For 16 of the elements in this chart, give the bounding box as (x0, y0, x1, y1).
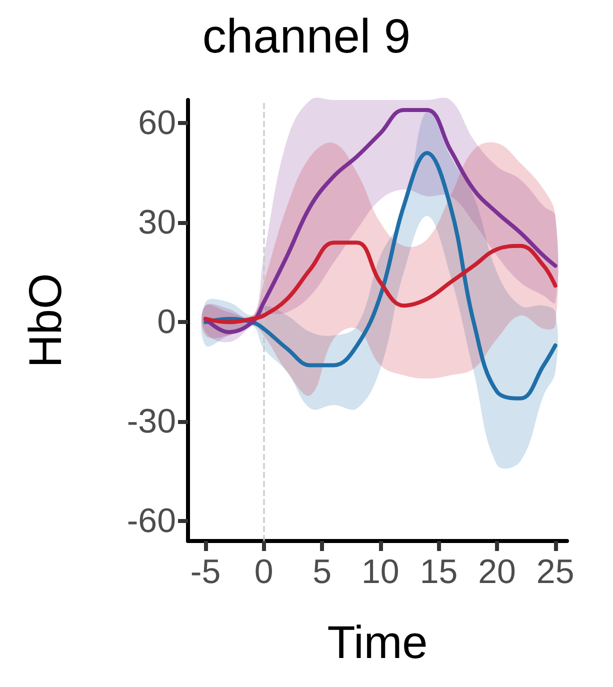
x-tick-label: 10 (362, 553, 400, 591)
line-series (203, 240, 558, 324)
x-tick-label: 5 (312, 553, 332, 591)
chart-title: channel 9 (202, 10, 411, 64)
x-tick-label: 15 (420, 553, 458, 591)
y-tick-label: -60 (126, 502, 176, 540)
y-tick-label: 30 (138, 204, 176, 242)
x-tick-label: -5 (190, 553, 221, 591)
y-tick-label: 60 (138, 104, 176, 142)
y-tick-label: 0 (157, 303, 176, 342)
x-tick-label: 0 (254, 553, 274, 591)
x-tick-label: 20 (478, 553, 516, 591)
y-axis-title: HbO (19, 273, 71, 368)
x-tick-label: 25 (536, 553, 574, 591)
x-axis-title: Time (327, 616, 428, 668)
y-tick-label: -30 (126, 402, 176, 441)
